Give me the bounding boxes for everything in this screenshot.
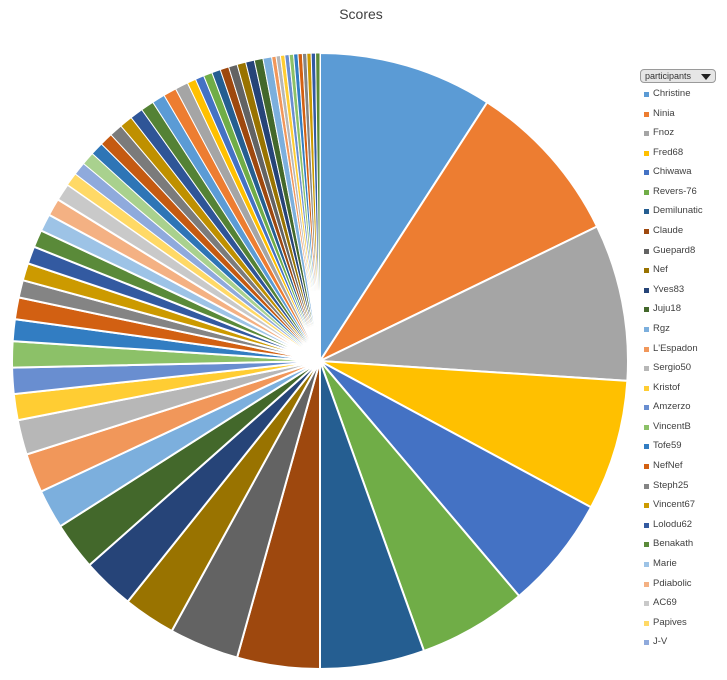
legend-swatch [644, 483, 649, 489]
legend-swatch [644, 346, 649, 352]
legend-label: J-V [653, 636, 668, 648]
legend-swatch [644, 503, 649, 509]
legend-swatch [644, 131, 649, 137]
participants-filter-label: participants [645, 71, 692, 81]
legend-swatch [644, 248, 649, 254]
legend-swatch [644, 92, 649, 97]
legend-label: Revers-76 [653, 185, 697, 197]
legend-label: Fnoz [653, 127, 675, 139]
legend-label: Papives [653, 616, 687, 628]
legend-swatch [644, 405, 649, 411]
legend-label: Tofe59 [653, 440, 682, 452]
chart-title: Scores [339, 6, 383, 22]
legend-swatch [644, 307, 649, 313]
legend-swatch [644, 444, 649, 450]
legend-label: Claude [653, 225, 684, 237]
legend-label: Christine [653, 88, 691, 99]
legend-label: Steph25 [653, 479, 689, 491]
legend-label: Ninia [653, 107, 675, 119]
legend-swatch [644, 542, 649, 548]
pie-slice-ninia [317, 100, 599, 364]
legend-label: Fred68 [653, 146, 684, 158]
legend-swatch [644, 229, 649, 235]
chevron-down-icon[interactable] [701, 74, 711, 80]
pie-chart [10, 51, 629, 671]
legend-label: Pdiabolic [653, 577, 692, 589]
legend-label: Rgz [653, 322, 670, 334]
legend-swatch [644, 189, 649, 195]
legend-label: Kristof [653, 381, 680, 393]
legend-label: Chiwawa [653, 166, 692, 178]
legend-swatch [644, 326, 649, 332]
legend-label: Sergio50 [653, 362, 692, 374]
legend-swatch [644, 601, 649, 607]
pie-slice-christine [319, 51, 489, 365]
legend-swatch [644, 170, 649, 176]
legend-swatch [644, 424, 649, 430]
legend-swatch [644, 640, 649, 646]
legend-label: Lolodu62 [653, 518, 693, 530]
legend-swatch [644, 287, 649, 293]
legend-swatch [644, 561, 649, 567]
legend-swatch [644, 385, 649, 391]
legend-label: Vincent67 [653, 499, 696, 511]
pie-slice-p60 [315, 52, 321, 362]
legend-swatch [644, 464, 649, 470]
pie-slice-fred68 [319, 360, 629, 509]
legend-label: Guepard8 [653, 244, 696, 256]
legend-swatch [644, 581, 649, 587]
legend-swatch [644, 522, 649, 528]
pie-slice-fnoz [316, 225, 629, 382]
legend-label: Amzerzo [653, 401, 691, 413]
legend-swatch [644, 209, 649, 215]
legend-label: Juju18 [653, 303, 681, 315]
legend-label: Yves83 [653, 283, 685, 295]
legend-swatch [644, 268, 649, 274]
legend-label: VincentB [653, 420, 691, 432]
legend-swatch [644, 620, 649, 626]
legend-swatch [644, 150, 649, 156]
legend-label: L'Espadon [653, 342, 698, 354]
legend-label: Benakath [653, 538, 694, 550]
legend-label: NefNef [653, 460, 683, 472]
participants-filter-dropdown[interactable]: participants [640, 69, 716, 83]
legend-label: Demilunatic [653, 205, 703, 217]
legend-swatch [644, 111, 649, 117]
legend-label: Marie [653, 557, 677, 569]
legend-label: AC69 [653, 597, 677, 609]
legend-label: Nef [653, 264, 668, 276]
legend-swatch [644, 366, 649, 372]
